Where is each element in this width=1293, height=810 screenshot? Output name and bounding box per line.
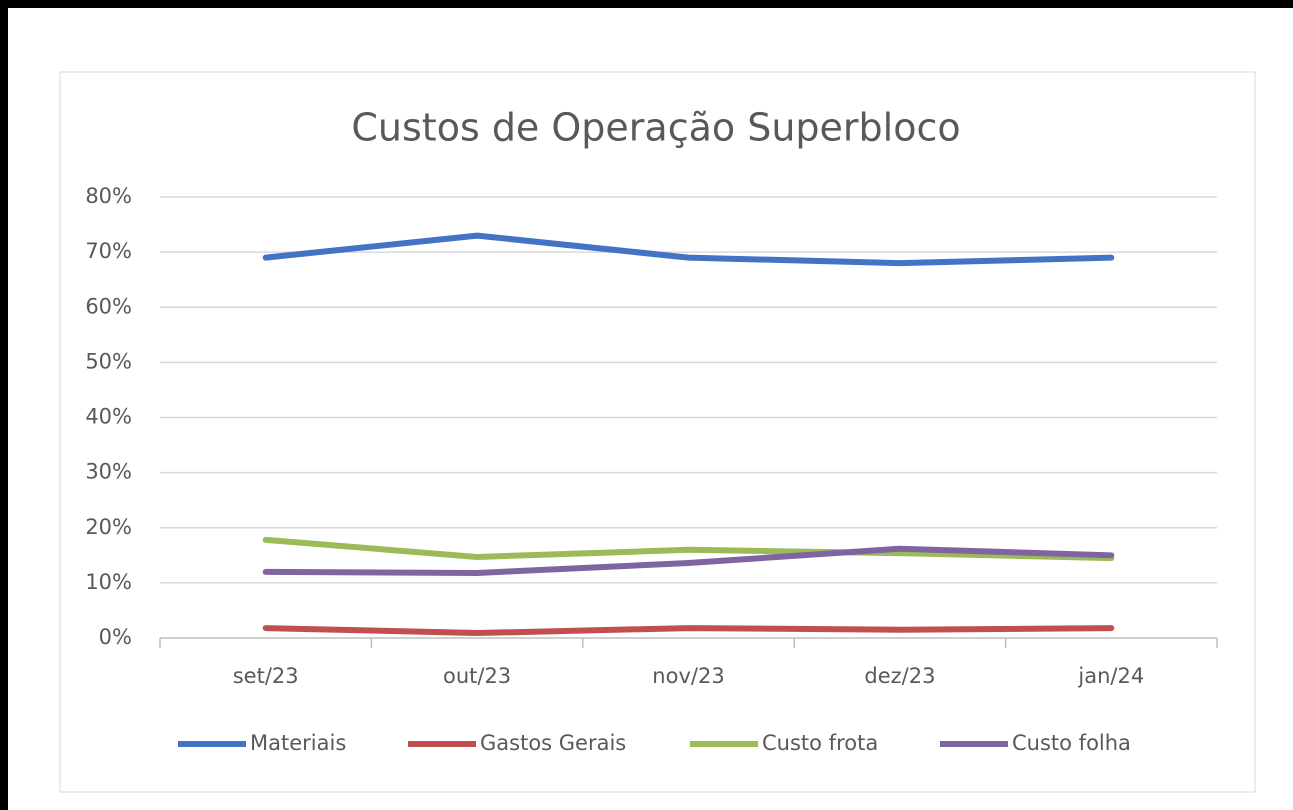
chart-area xyxy=(59,71,1256,793)
chart-title: Custos de Operação Superbloco xyxy=(351,106,960,150)
line-series xyxy=(262,625,1115,637)
y-tick-label: 10% xyxy=(85,570,132,594)
y-tick-label: 0% xyxy=(99,625,132,649)
x-tick-label: dez/23 xyxy=(864,664,935,688)
legend-label: Custo folha xyxy=(1012,731,1131,755)
y-tick-label: 20% xyxy=(85,515,132,539)
y-tick-label: 80% xyxy=(85,184,132,208)
y-tick-label: 60% xyxy=(85,294,132,318)
x-tick-label: jan/24 xyxy=(1077,664,1144,688)
line-series xyxy=(262,232,1115,267)
line-series xyxy=(262,545,1115,576)
x-tick-label: out/23 xyxy=(443,664,511,688)
x-tick-label: set/23 xyxy=(233,664,299,688)
y-tick-label: 40% xyxy=(85,405,132,429)
legend-label: Materiais xyxy=(250,731,346,755)
line-series xyxy=(262,536,1115,562)
y-tick-label: 70% xyxy=(85,239,132,263)
x-tick-label: nov/23 xyxy=(652,664,724,688)
legend-label: Gastos Gerais xyxy=(480,731,626,755)
legend-label: Custo frota xyxy=(762,731,878,755)
y-tick-label: 50% xyxy=(85,349,132,373)
y-tick-label: 30% xyxy=(85,460,132,484)
